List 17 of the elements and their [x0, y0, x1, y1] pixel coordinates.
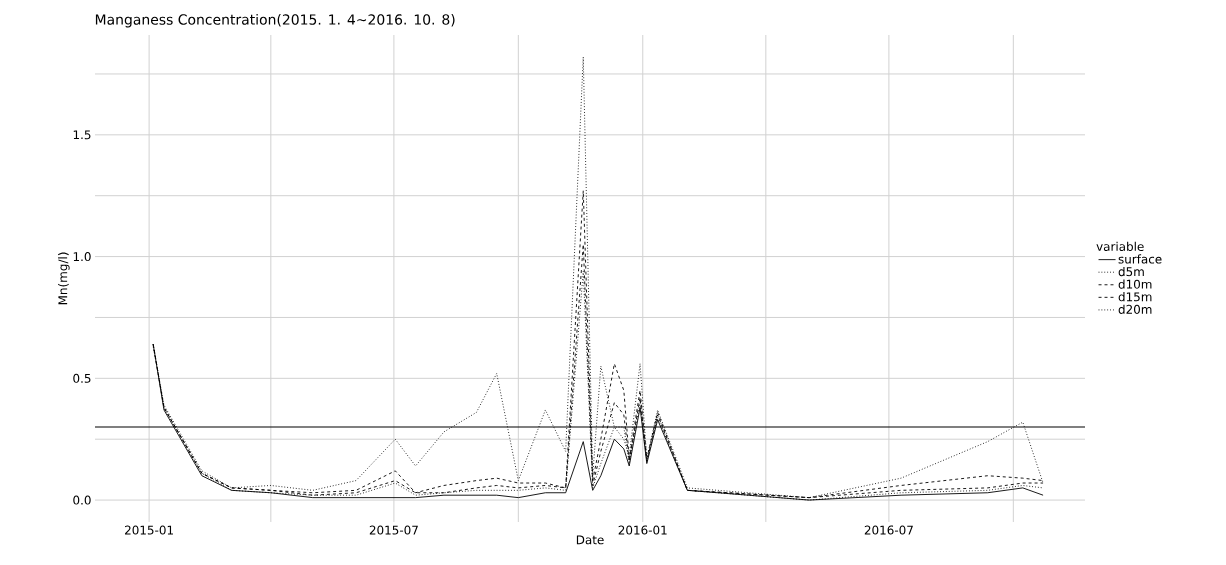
y-tick-label: 1.5	[73, 130, 91, 140]
legend-label: d10m	[1118, 279, 1152, 289]
y-tick-label: 0.5	[73, 373, 91, 383]
x-tick-label: 2016-01	[618, 525, 667, 535]
x-tick-label: 2015-07	[369, 525, 418, 535]
y-axis-title: Mn(mg/l)	[58, 252, 70, 305]
y-tick-label: 0.0	[73, 495, 91, 505]
x-tick-label: 2015-01	[125, 525, 173, 535]
legend-label: d15m	[1118, 292, 1152, 302]
legend-label: surface	[1118, 254, 1162, 264]
legend-label: d5m	[1118, 266, 1144, 277]
legend-label: d20m	[1118, 304, 1152, 314]
x-tick-label: 2016-07	[864, 525, 913, 535]
x-axis-title: Date	[576, 535, 604, 545]
legend-title: variable	[1096, 241, 1144, 252]
chart-title: Manganess Concentration(2015. 1. 4~2016. 10. 8)	[95, 13, 455, 28]
y-tick-label: 1.0	[73, 252, 91, 262]
